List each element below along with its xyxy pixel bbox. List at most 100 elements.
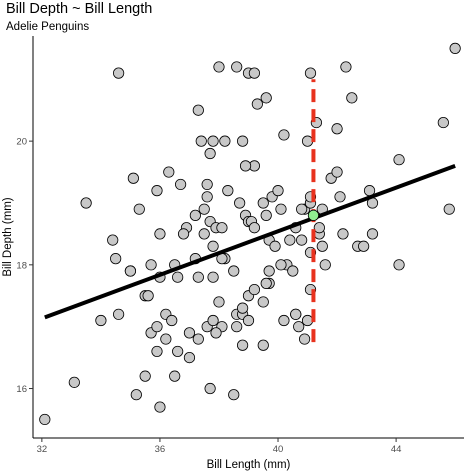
data-point <box>275 259 287 271</box>
data-point <box>346 92 358 104</box>
data-point <box>219 135 231 147</box>
chart-subtitle: Adelie Penguins <box>6 21 90 33</box>
chart-title: Bill Depth ~ Bill Length <box>6 1 153 17</box>
data-point <box>231 321 243 333</box>
data-point <box>272 185 284 197</box>
data-point <box>124 265 137 277</box>
x-tick-label: 40 <box>273 444 284 455</box>
data-point <box>207 240 219 252</box>
data-point <box>204 147 216 160</box>
data-point <box>213 61 225 73</box>
data-point <box>151 185 163 197</box>
data-point <box>337 228 349 240</box>
data-point <box>296 203 308 215</box>
data-point <box>127 172 139 184</box>
data-point <box>231 61 243 73</box>
data-point <box>145 259 157 271</box>
data-point <box>278 314 290 327</box>
data-point <box>228 389 240 401</box>
data-point <box>222 185 234 197</box>
data-point <box>39 413 51 426</box>
data-point <box>236 302 249 314</box>
data-point <box>257 339 269 351</box>
data-point <box>198 203 210 215</box>
data-point <box>139 370 151 382</box>
x-axis-title: Bill Length (mm) <box>207 459 291 471</box>
data-point <box>275 203 287 215</box>
data-point <box>151 345 163 358</box>
data-point <box>298 333 311 345</box>
data-point <box>95 314 107 327</box>
data-point <box>234 197 246 209</box>
data-point <box>263 265 275 277</box>
x-tick-label: 44 <box>391 444 402 455</box>
data-point <box>166 314 178 327</box>
data-point <box>301 314 314 327</box>
y-tick-label: 20 <box>16 137 27 148</box>
data-point <box>207 271 219 283</box>
data-point <box>113 67 125 79</box>
data-point <box>198 228 210 240</box>
data-point <box>366 228 379 240</box>
data-point <box>228 265 240 277</box>
data-point <box>257 296 269 308</box>
data-point <box>331 166 343 178</box>
data-point <box>393 259 405 271</box>
data-point <box>449 42 461 54</box>
data-point <box>290 308 302 320</box>
data-point <box>189 209 201 221</box>
data-point <box>358 240 370 252</box>
data-point <box>313 222 325 234</box>
data-point <box>236 339 249 351</box>
data-point <box>142 290 154 302</box>
data-point <box>293 321 305 333</box>
data-point <box>172 345 184 358</box>
data-point <box>334 191 346 203</box>
data-point <box>216 222 228 234</box>
y-ticks: 16 18 20 <box>16 137 33 395</box>
data-point <box>207 314 219 327</box>
data-point <box>154 401 166 413</box>
data-point <box>236 135 249 147</box>
data-point <box>207 135 219 147</box>
axes <box>32 36 464 439</box>
overlays <box>44 79 456 343</box>
x-ticks: 32 36 40 44 <box>37 438 402 455</box>
data-point <box>287 265 299 277</box>
data-point <box>160 333 172 345</box>
data-point <box>260 277 272 289</box>
data-point <box>107 234 119 246</box>
data-point <box>260 92 272 104</box>
data-point <box>201 178 213 191</box>
data-point <box>192 104 204 116</box>
data-point <box>192 271 204 283</box>
data-point <box>175 178 187 191</box>
data-point <box>269 240 281 252</box>
data-point <box>133 203 145 215</box>
data-point <box>80 197 92 209</box>
data-point <box>251 98 263 110</box>
y-tick-label: 16 <box>16 384 27 395</box>
data-point <box>163 166 175 178</box>
data-point <box>248 67 261 79</box>
data-point <box>204 382 216 395</box>
data-point <box>437 116 449 129</box>
data-point <box>443 203 455 215</box>
data-point <box>113 308 125 320</box>
data-point <box>210 327 222 339</box>
data-point <box>304 67 317 79</box>
data-point <box>154 228 166 240</box>
data-point <box>319 259 331 271</box>
data-point <box>169 370 181 382</box>
data-point <box>110 253 122 265</box>
data-point <box>242 314 255 327</box>
data-point <box>393 154 405 166</box>
x-tick-label: 36 <box>155 444 166 455</box>
data-point <box>151 321 163 333</box>
data-point <box>177 228 190 240</box>
y-tick-label: 18 <box>16 260 27 271</box>
data-point <box>316 240 328 252</box>
y-axis-title: Bill Depth (mm) <box>2 197 14 276</box>
